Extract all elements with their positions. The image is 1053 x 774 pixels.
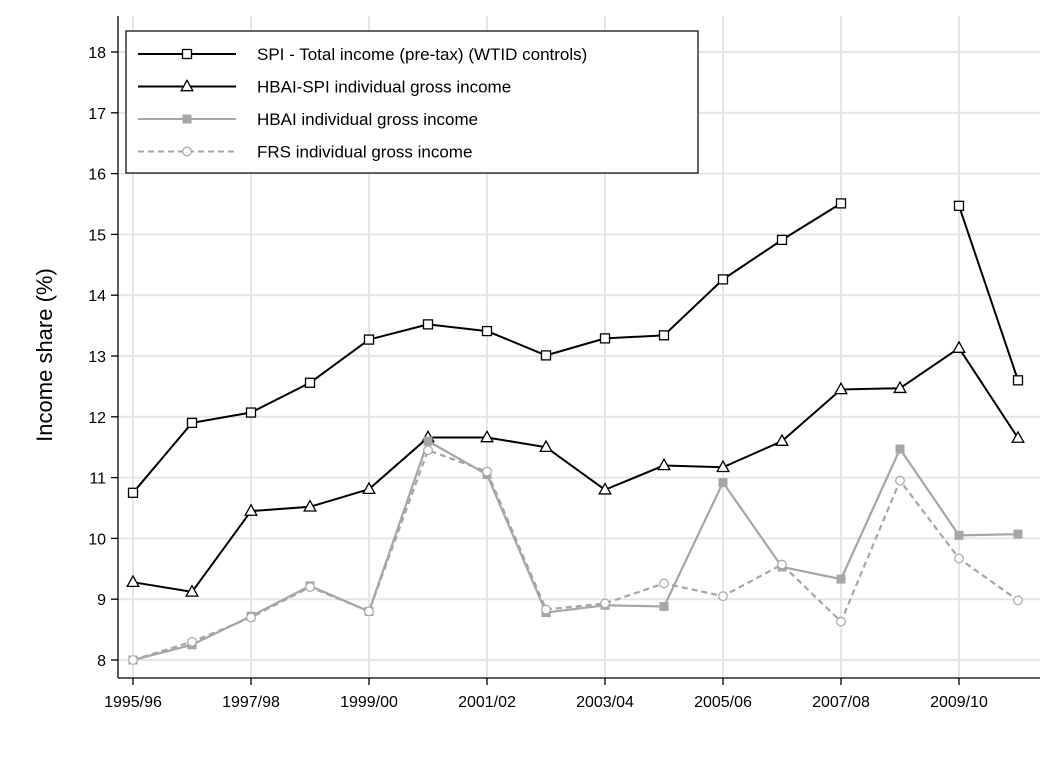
data-point <box>304 377 316 388</box>
data-point <box>422 319 434 330</box>
legend-entry: FRS individual gross income <box>138 143 472 162</box>
data-point <box>718 477 728 487</box>
data-point <box>244 503 258 516</box>
data-point <box>659 578 669 589</box>
legend-entry: HBAI-SPI individual gross income <box>138 78 511 97</box>
data-point <box>717 274 729 285</box>
data-point <box>954 553 964 564</box>
series-1 <box>127 198 1024 498</box>
data-point <box>305 582 315 592</box>
data-point <box>480 429 494 443</box>
legend-label: FRS individual gross income <box>257 143 472 162</box>
legend-entry: HBAI individual gross income <box>138 110 478 129</box>
legend-marker <box>181 48 193 60</box>
data-point <box>539 439 553 453</box>
data-point <box>716 459 730 473</box>
data-point <box>185 584 199 597</box>
data-point <box>598 482 612 495</box>
data-point <box>1012 375 1024 386</box>
legend-marker <box>182 114 192 124</box>
x-tick-label: 1995/96 <box>104 694 162 711</box>
y-axis-label: Income share (%) <box>32 268 57 442</box>
x-tick-label: 1997/98 <box>222 694 280 711</box>
data-point <box>423 436 433 446</box>
series-3 <box>128 436 1023 665</box>
data-point <box>363 334 375 345</box>
legend-marker <box>182 146 192 157</box>
y-tick-label: 17 <box>88 106 106 123</box>
series-layer <box>126 198 1025 665</box>
x-tick-label: 2003/04 <box>576 694 634 711</box>
data-point <box>657 457 671 471</box>
data-point <box>1011 430 1025 443</box>
data-point <box>540 350 552 361</box>
x-tick-label: 2001/02 <box>458 694 516 711</box>
data-point <box>423 445 433 456</box>
y-tick-label: 18 <box>88 45 106 62</box>
x-tick-label: 2005/06 <box>694 694 752 711</box>
series-line <box>132 440 1019 662</box>
x-tick-label: 2007/08 <box>812 694 870 711</box>
data-point <box>541 604 551 615</box>
data-point <box>127 487 139 498</box>
y-tick-label: 16 <box>88 167 106 184</box>
data-point <box>777 559 787 570</box>
y-tick-label: 10 <box>88 531 106 548</box>
legend-entry: SPI - Total income (pre-tax) (WTID contr… <box>138 45 587 64</box>
series-4 <box>128 445 1023 665</box>
data-point <box>303 499 317 512</box>
data-point <box>836 616 846 627</box>
axes: 8 9 10 11 12 13 14 15 16 17 18 1995/96 1997/98 1999/0… <box>88 16 1040 711</box>
y-tick-label: 8 <box>97 653 106 670</box>
x-tick-label: 2009/10 <box>930 694 988 711</box>
data-point <box>246 612 256 623</box>
data-point <box>126 574 140 588</box>
data-point <box>776 234 788 246</box>
data-point <box>187 636 197 647</box>
series-line <box>132 347 1019 593</box>
series-2 <box>126 340 1025 597</box>
data-point <box>836 574 846 584</box>
y-tick-label: 11 <box>89 471 106 488</box>
legend-label: HBAI-SPI individual gross income <box>257 78 511 97</box>
data-point <box>186 417 198 429</box>
data-point <box>952 340 966 353</box>
legend: SPI - Total income (pre-tax) (WTID contr… <box>125 30 699 174</box>
data-point <box>835 198 847 209</box>
x-tick-label: 1999/00 <box>340 694 398 711</box>
y-tick-label: 15 <box>88 227 106 244</box>
data-point <box>893 380 907 394</box>
data-point <box>953 200 965 211</box>
legend-marker <box>180 78 194 92</box>
data-point <box>482 466 492 477</box>
y-tick-label: 13 <box>88 349 106 366</box>
data-point <box>895 475 905 486</box>
data-point <box>128 655 138 665</box>
data-point <box>775 433 789 446</box>
legend-label: SPI - Total income (pre-tax) (WTID contr… <box>257 45 587 64</box>
data-point <box>1013 595 1023 606</box>
data-point <box>600 598 610 609</box>
data-point <box>599 333 611 344</box>
legend-label: HBAI individual gross income <box>257 110 478 129</box>
data-point <box>834 381 848 395</box>
data-point <box>954 530 964 540</box>
y-tick-label: 9 <box>97 592 106 609</box>
data-point <box>659 601 669 611</box>
data-point <box>362 481 376 495</box>
data-point <box>364 606 374 617</box>
y-tick-label: 14 <box>88 288 106 305</box>
data-point <box>895 444 905 454</box>
data-point <box>718 591 728 602</box>
series-line <box>958 205 1019 381</box>
data-point <box>245 407 257 418</box>
y-tick-label: 12 <box>88 410 106 427</box>
data-point <box>658 330 670 341</box>
data-point <box>481 325 493 337</box>
data-point <box>1013 529 1023 539</box>
